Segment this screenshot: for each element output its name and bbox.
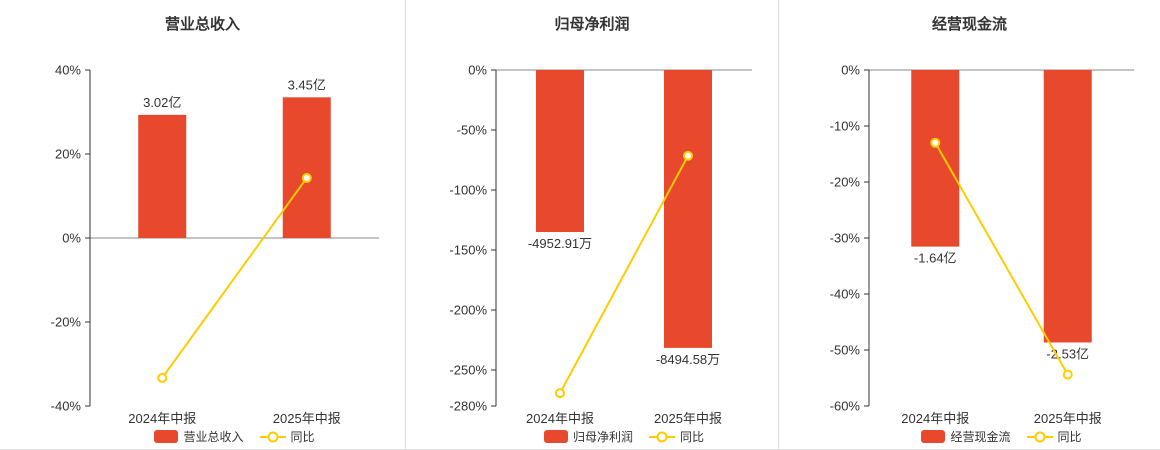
bar-value-label: 3.02亿 [143, 95, 181, 110]
bar-value-label: -4952.91万 [528, 236, 592, 251]
y-axis-tick-label: -100% [449, 183, 487, 198]
y-axis-tick-label: -40% [830, 287, 861, 302]
legend-bar-label: 经营现金流 [950, 430, 1011, 444]
line-series-swatch [1026, 431, 1053, 442]
legend-item-line-series[interactable]: 同比 [259, 428, 315, 445]
bar-2024年中报[interactable] [138, 114, 187, 238]
yoy-marker[interactable] [301, 172, 312, 183]
bar-value-label: -1.64亿 [914, 251, 957, 266]
yoy-marker[interactable] [555, 388, 565, 399]
y-axis-tick-label: -150% [449, 243, 487, 258]
chart-panel-cash-flow: 经营现金流 0% -10% -20% -30% -40% -50% -60% -1.64亿 -2… [779, 0, 1160, 449]
y-axis-tick-label: -50% [457, 123, 488, 138]
legend-item-line-series[interactable]: 同比 [649, 428, 704, 445]
bar-2025年中报[interactable] [664, 70, 712, 348]
y-axis-tick-label: -40% [51, 399, 82, 414]
line-marker-icon [267, 431, 278, 442]
y-axis-tick-label: -20% [51, 315, 82, 330]
y-axis-tick-label: -280% [449, 399, 487, 414]
bar-value-label: -8494.58万 [656, 352, 720, 367]
yoy-marker[interactable] [1062, 369, 1073, 380]
x-axis-category-label: 2025年中报 [654, 411, 722, 426]
bar-value-label: 3.45亿 [288, 77, 326, 92]
legend-item-line-series[interactable]: 同比 [1026, 428, 1082, 445]
bar-series-swatch [921, 430, 946, 443]
x-axis-category-label: 2024年中报 [128, 411, 196, 426]
yoy-marker[interactable] [157, 372, 168, 383]
chart-panel-revenue: 营业总收入 40% 20% 0% -20% -40% 3.02亿 3.45亿 2024年中报 2… [0, 0, 406, 449]
bar-series-swatch [543, 430, 568, 443]
y-axis-tick-label: -200% [449, 303, 487, 318]
y-axis-tick-label: 40% [55, 63, 81, 78]
y-axis-tick-label: 20% [55, 147, 81, 162]
line-marker-icon [656, 431, 668, 442]
legend-line-label: 同比 [1057, 430, 1082, 444]
legend-line-label: 同比 [290, 430, 315, 444]
legend-item-bar-series[interactable]: 归母净利润 [543, 428, 633, 445]
chart-panel-net-profit: 归母净利润 0% -50% -100% -150% -200% -250% -280% -49… [406, 0, 779, 449]
chart-plot-net-profit: 0% -50% -100% -150% -200% -250% -280% -4952.91万… [449, 63, 752, 426]
legend-item-bar-series[interactable]: 营业总收入 [154, 428, 244, 445]
chart-plot-cash-flow: 0%-10%-20%-30%-40%-50%-60%-1.64亿-2.53亿20… [830, 63, 1134, 426]
legend-bar-label: 归母净利润 [572, 430, 633, 444]
line-marker-icon [1034, 431, 1045, 442]
yoy-marker[interactable] [930, 137, 941, 148]
yoy-line[interactable] [161, 177, 308, 379]
legend-line-label: 同比 [680, 430, 705, 444]
bar-series-swatch [154, 430, 179, 443]
y-axis-tick-label: -60% [830, 399, 861, 414]
x-axis-category-label: 2025年中报 [1034, 411, 1102, 426]
y-axis-tick-label: 0% [468, 63, 487, 78]
bar-2025年中报[interactable] [1043, 70, 1092, 343]
line-series-swatch [259, 431, 286, 442]
yoy-line[interactable] [559, 155, 689, 394]
x-axis-category-label: 2024年中报 [901, 411, 969, 426]
x-axis-category-label: 2025年中报 [273, 411, 341, 426]
y-axis-tick-label: -10% [830, 119, 861, 134]
chart-legend-revenue: 营业总收入 同比 [64, 428, 405, 445]
bar-2024年中报[interactable] [536, 70, 584, 233]
yoy-line[interactable] [934, 142, 1069, 376]
y-axis-tick-label: -250% [449, 363, 487, 378]
y-axis-tick-label: 0% [841, 63, 860, 78]
bar-2024年中报[interactable] [911, 70, 960, 247]
y-axis-tick-label: -50% [830, 343, 861, 358]
chart-title-net-profit: 归母净利润 [554, 16, 630, 33]
y-axis-tick-label: -30% [830, 231, 861, 246]
chart-title-revenue: 营业总收入 [164, 16, 240, 33]
y-axis-tick-label: 0% [62, 231, 81, 246]
chart-legend-cash-flow: 经营现金流 同比 [843, 428, 1160, 445]
x-axis-category-label: 2024年中报 [526, 411, 594, 426]
chart-legend-net-profit: 归母净利润 同比 [470, 428, 778, 445]
chart-title-cash-flow: 经营现金流 [931, 16, 1007, 33]
bar-2025年中报[interactable] [282, 97, 331, 238]
yoy-marker[interactable] [683, 150, 693, 161]
legend-bar-label: 营业总收入 [183, 430, 244, 444]
line-series-swatch [649, 431, 675, 442]
chart-plot-revenue: 40% 20% 0% -20% -40% 3.02亿 3.45亿 2024年中报 2025年中报 [51, 63, 379, 426]
legend-item-bar-series[interactable]: 经营现金流 [921, 428, 1011, 445]
y-axis-tick-label: -20% [830, 175, 861, 190]
